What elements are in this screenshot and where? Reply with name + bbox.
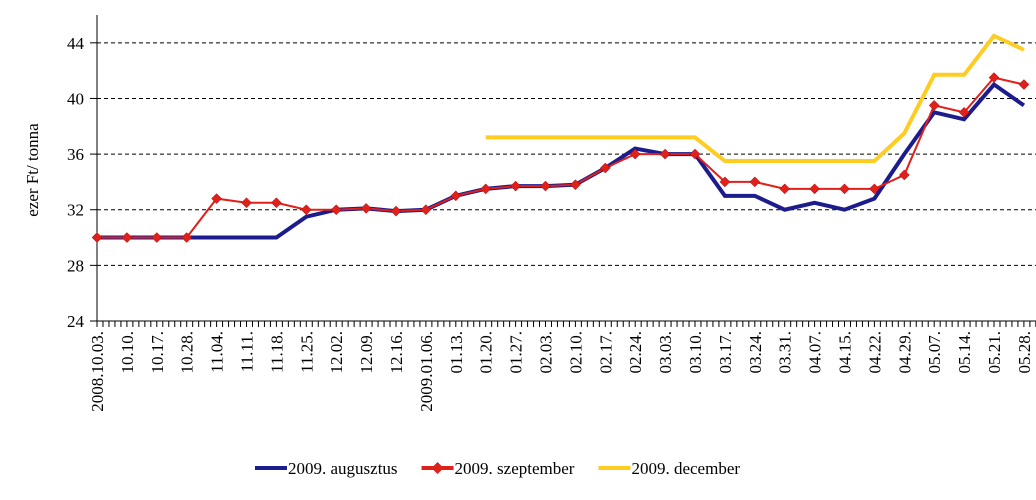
y-axis-label: ezer Ft/ tonna bbox=[23, 123, 42, 217]
x-tick-label: 10.17. bbox=[148, 331, 167, 374]
legend-marker bbox=[431, 462, 444, 474]
x-tick-label: 11.04. bbox=[208, 331, 227, 373]
x-tick-label: 04.29. bbox=[895, 331, 914, 374]
x-tick-label: 01.20. bbox=[477, 331, 496, 374]
marker bbox=[599, 162, 611, 174]
marker bbox=[510, 180, 521, 192]
marker bbox=[540, 180, 551, 192]
marker bbox=[779, 183, 791, 195]
x-tick-label: 04.07. bbox=[806, 331, 825, 374]
x-tick-label: 12.16. bbox=[387, 331, 406, 374]
marker bbox=[420, 204, 432, 216]
marker bbox=[839, 183, 850, 195]
marker bbox=[898, 169, 910, 181]
marker bbox=[689, 148, 701, 160]
x-tick-label: 10.28. bbox=[178, 331, 197, 374]
x-tick-label: 04.22. bbox=[865, 331, 884, 374]
x-tick-label: 05.28. bbox=[1015, 331, 1034, 374]
marker bbox=[211, 193, 222, 204]
legend-label: 2009. december bbox=[631, 459, 740, 478]
marker bbox=[719, 176, 731, 188]
x-tick-label: 12.09. bbox=[357, 331, 376, 374]
marker bbox=[181, 232, 193, 243]
x-tick-label: 03.03. bbox=[656, 331, 675, 374]
marker bbox=[91, 232, 103, 243]
marker bbox=[749, 176, 761, 188]
marker bbox=[271, 197, 282, 209]
x-tick-label: 10.10. bbox=[118, 331, 137, 374]
x-tick-label: 02.10. bbox=[566, 331, 585, 374]
y-tick-label: 28 bbox=[67, 256, 84, 275]
x-tick-label: 12.02. bbox=[327, 331, 346, 374]
x-tick-label: 02.24. bbox=[626, 331, 645, 374]
x-tick-label: 04.15. bbox=[836, 331, 855, 374]
marker bbox=[928, 100, 940, 111]
marker bbox=[241, 197, 252, 209]
marker bbox=[958, 107, 970, 118]
x-tick-label: 05.14. bbox=[955, 331, 974, 374]
marker bbox=[988, 72, 1000, 83]
x-tick-label: 11.25. bbox=[297, 331, 316, 373]
marker bbox=[629, 148, 641, 160]
x-tick-label: 05.21. bbox=[985, 331, 1004, 374]
marker bbox=[390, 205, 402, 217]
x-tick-label: 03.24. bbox=[746, 331, 765, 374]
marker bbox=[450, 190, 462, 202]
marker bbox=[659, 148, 671, 160]
legend-label: 2009. szeptember bbox=[455, 459, 575, 478]
marker bbox=[1018, 79, 1030, 90]
marker bbox=[360, 202, 372, 214]
x-tick-label: 03.10. bbox=[686, 331, 705, 374]
x-tick-label: 01.27. bbox=[507, 331, 526, 374]
x-tick-label: 03.17. bbox=[716, 331, 735, 374]
y-tick-label: 24 bbox=[67, 312, 85, 331]
x-tick-label: 02.17. bbox=[596, 331, 615, 374]
series-line bbox=[97, 81, 1026, 240]
marker bbox=[121, 232, 133, 243]
x-tick-label: 03.31. bbox=[776, 331, 795, 374]
marker bbox=[480, 183, 492, 195]
y-tick-label: 36 bbox=[67, 145, 84, 164]
series-line bbox=[485, 33, 1025, 164]
x-tick-label: 2009.01.06. bbox=[417, 331, 436, 412]
marker bbox=[151, 232, 163, 243]
series-line bbox=[97, 76, 1025, 239]
x-tick-label: 2008.10.03. bbox=[88, 331, 107, 412]
x-tick-label: 02.03. bbox=[537, 331, 556, 374]
x-tick-label: 11.11. bbox=[238, 331, 257, 372]
x-tick-label: 05.07. bbox=[925, 331, 944, 374]
marker bbox=[869, 183, 880, 195]
marker bbox=[570, 179, 581, 191]
x-tick-label: 01.13. bbox=[447, 331, 466, 374]
y-tick-label: 44 bbox=[67, 34, 85, 53]
marker bbox=[809, 183, 820, 195]
x-tick-label: 11.18. bbox=[267, 331, 286, 373]
y-tick-label: 32 bbox=[67, 201, 84, 220]
marker bbox=[330, 204, 342, 216]
legend-label: 2009. augusztus bbox=[288, 459, 398, 478]
marker bbox=[300, 204, 312, 216]
y-tick-label: 40 bbox=[67, 89, 84, 108]
